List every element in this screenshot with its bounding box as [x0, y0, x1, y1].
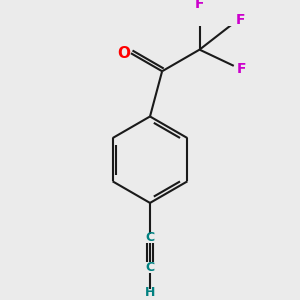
- Text: C: C: [146, 231, 154, 244]
- Text: O: O: [117, 46, 130, 61]
- Text: H: H: [145, 286, 155, 299]
- Text: F: F: [237, 61, 247, 76]
- Text: C: C: [146, 261, 154, 274]
- Text: F: F: [235, 13, 245, 27]
- Text: F: F: [195, 0, 204, 11]
